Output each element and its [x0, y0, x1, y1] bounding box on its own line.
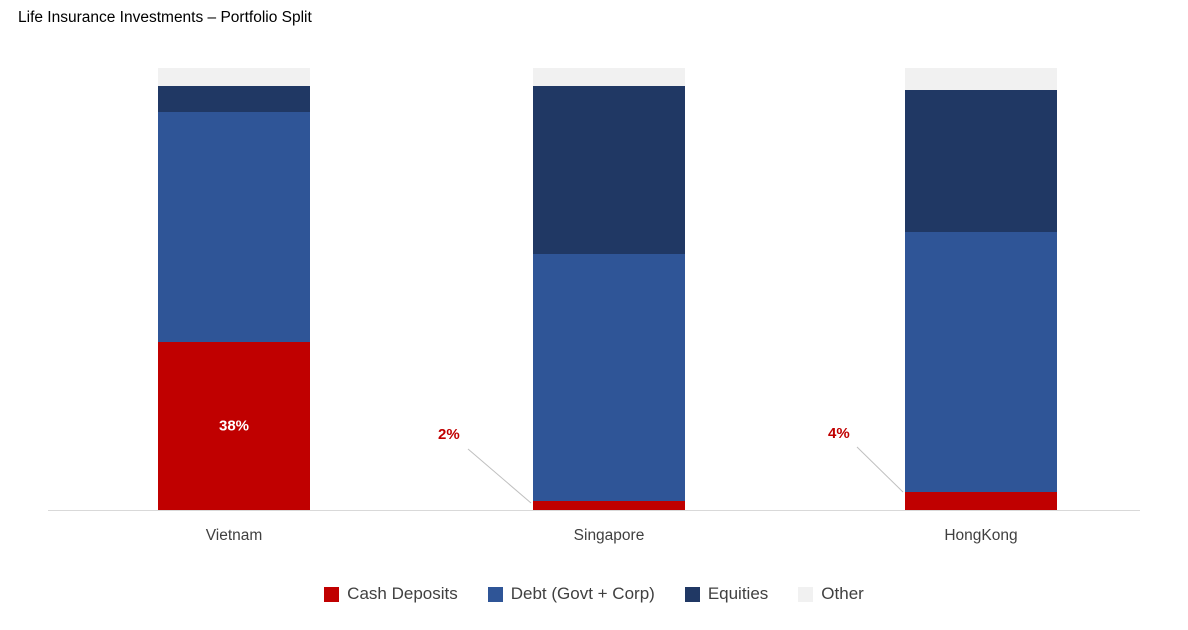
- bar-hongkong: [905, 68, 1057, 510]
- x-axis-line: [48, 510, 1140, 511]
- segment-singapore-other: [533, 68, 685, 86]
- legend-label-debt-govt-corp: Debt (Govt + Corp): [510, 584, 655, 603]
- segment-singapore-debt-govt-corp: [533, 253, 685, 502]
- segment-hongkong-debt-govt-corp: [905, 231, 1057, 493]
- legend-swatch-debt-govt-corp: [487, 586, 503, 602]
- category-label-vietnam: Vietnam: [205, 527, 263, 544]
- legend-item-other: Other: [798, 584, 864, 604]
- segment-vietnam-cash-deposits: 38%: [158, 342, 310, 510]
- category-label-singapore: Singapore: [573, 527, 645, 544]
- legend-swatch-other: [798, 586, 814, 602]
- legend-label-other: Other: [821, 584, 864, 603]
- category-label-hongkong: HongKong: [944, 527, 1018, 544]
- segment-singapore-equities: [533, 85, 685, 254]
- legend-item-debt-govt-corp: Debt (Govt + Corp): [487, 584, 655, 604]
- callout-label-hongkong: 4%: [828, 425, 850, 442]
- segment-hongkong-equities: [905, 90, 1057, 232]
- legend-swatch-cash-deposits: [324, 586, 340, 602]
- segment-hongkong-cash-deposits: [905, 492, 1057, 510]
- segment-vietnam-debt-govt-corp: [158, 112, 310, 343]
- legend-swatch-equities: [684, 586, 700, 602]
- callout-label-singapore: 2%: [438, 426, 460, 443]
- chart-title: Life Insurance Investments – Portfolio S…: [18, 9, 312, 26]
- bar-singapore: [533, 68, 685, 510]
- legend: Cash Deposits Debt (Govt + Corp) Equities O…: [0, 584, 1188, 604]
- legend-label-equities: Equities: [707, 584, 769, 603]
- plot-area: 38%: [48, 68, 1140, 510]
- segment-hongkong-other: [905, 68, 1057, 91]
- legend-label-cash-deposits: Cash Deposits: [347, 584, 458, 603]
- data-label-vietnam: 38%: [218, 417, 250, 435]
- legend-item-equities: Equities: [684, 584, 769, 604]
- legend-item-cash-deposits: Cash Deposits: [324, 584, 458, 604]
- segment-singapore-cash-deposits: [533, 501, 685, 510]
- bar-vietnam: 38%: [158, 68, 310, 510]
- segment-vietnam-equities: [158, 85, 310, 113]
- segment-vietnam-other: [158, 68, 310, 86]
